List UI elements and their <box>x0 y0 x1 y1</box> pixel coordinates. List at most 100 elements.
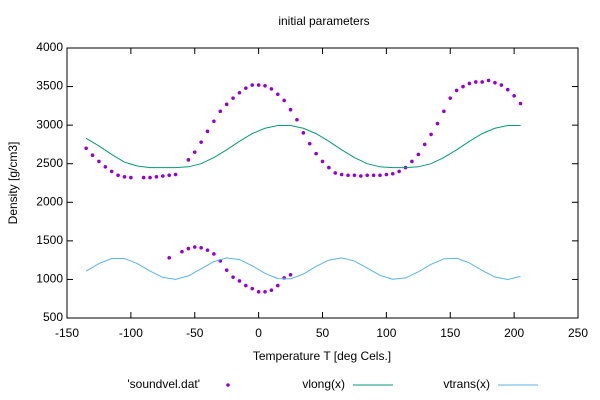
legend-swatch <box>226 383 230 387</box>
x-axis-label: Temperature T [deg Cels.] <box>253 349 391 363</box>
data-point <box>244 86 248 90</box>
x-tick-label: -50 <box>186 326 204 340</box>
data-point <box>429 132 433 137</box>
series-line <box>85 257 521 280</box>
data-point <box>505 87 510 92</box>
data-point <box>167 256 171 260</box>
x-tick-label: 150 <box>440 326 460 340</box>
data-point <box>397 169 401 174</box>
data-point <box>518 101 523 106</box>
y-tick-label: 1000 <box>36 272 63 286</box>
data-point <box>250 286 255 291</box>
data-point <box>269 288 274 293</box>
data-point <box>467 81 472 86</box>
data-point <box>301 131 306 135</box>
data-point <box>346 173 350 178</box>
x-tick-label: 100 <box>376 326 396 340</box>
data-point <box>231 275 235 279</box>
data-point <box>90 153 95 158</box>
data-point <box>148 175 152 180</box>
y-tick-label: 2500 <box>36 156 63 170</box>
data-point <box>327 165 331 170</box>
data-point <box>129 175 133 180</box>
data-point <box>224 268 229 272</box>
x-tick-label: 0 <box>255 326 262 340</box>
data-point <box>84 146 88 151</box>
data-point <box>378 173 382 178</box>
data-point <box>461 84 465 89</box>
data-point <box>116 173 120 178</box>
data-point <box>307 141 312 146</box>
data-point <box>422 142 427 147</box>
data-point <box>359 174 363 178</box>
data-point <box>154 175 159 179</box>
data-point <box>442 109 446 114</box>
x-tick-label: 250 <box>568 326 588 340</box>
x-tick-label: -150 <box>55 326 79 340</box>
data-point <box>493 80 497 85</box>
data-point <box>109 169 114 174</box>
data-point <box>512 94 516 98</box>
data-point <box>288 273 293 277</box>
data-point <box>218 109 223 114</box>
data-point <box>205 129 210 134</box>
data-point <box>384 172 389 177</box>
data-point <box>263 289 267 294</box>
data-point <box>192 245 197 249</box>
data-point <box>224 102 229 107</box>
y-tick-label: 2000 <box>36 194 63 208</box>
data-point <box>320 159 325 164</box>
y-tick-label: 1500 <box>36 233 63 247</box>
y-tick-label: 3500 <box>36 79 63 93</box>
chart-title: initial parameters <box>278 14 369 28</box>
data-point <box>371 173 376 178</box>
legend-label: vtrans(x) <box>443 377 490 391</box>
data-point <box>237 90 242 95</box>
data-point <box>250 83 255 87</box>
y-tick-label: 500 <box>43 310 63 324</box>
data-point <box>333 171 338 175</box>
data-point <box>192 150 197 154</box>
data-point <box>454 88 459 93</box>
data-point <box>410 159 414 164</box>
data-point <box>256 289 261 294</box>
data-point <box>205 248 210 252</box>
data-point <box>365 173 370 178</box>
data-point <box>474 80 478 84</box>
data-point <box>167 173 171 178</box>
data-point <box>263 84 267 88</box>
data-point <box>275 92 280 97</box>
data-point <box>180 249 184 254</box>
x-tick-label: 50 <box>316 326 330 340</box>
data-point <box>339 172 344 177</box>
data-point <box>212 119 216 124</box>
data-point <box>282 98 286 103</box>
data-point <box>256 83 261 87</box>
data-point <box>295 117 299 122</box>
data-point <box>173 172 178 177</box>
data-point <box>244 283 248 288</box>
data-point <box>352 173 357 178</box>
data-point <box>486 78 491 83</box>
data-point <box>275 283 280 288</box>
x-tick-label: -100 <box>119 326 143 340</box>
y-tick-label: 3000 <box>36 117 63 131</box>
data-point <box>161 174 165 178</box>
y-tick-label: 4000 <box>36 40 63 54</box>
data-point <box>435 121 440 126</box>
data-point <box>212 252 216 256</box>
data-point <box>499 83 504 87</box>
data-point <box>141 175 146 180</box>
legend-label: 'soundvel.dat' <box>127 377 200 391</box>
data-point <box>288 107 293 112</box>
data-point <box>199 246 203 250</box>
data-point <box>199 140 203 144</box>
y-axis-label: Density [g/cm3] <box>6 142 20 225</box>
plot-border <box>66 47 579 319</box>
data-point <box>269 87 274 91</box>
data-point <box>186 158 191 162</box>
data-point <box>186 246 191 251</box>
data-point <box>231 96 235 100</box>
data-point <box>122 175 127 179</box>
